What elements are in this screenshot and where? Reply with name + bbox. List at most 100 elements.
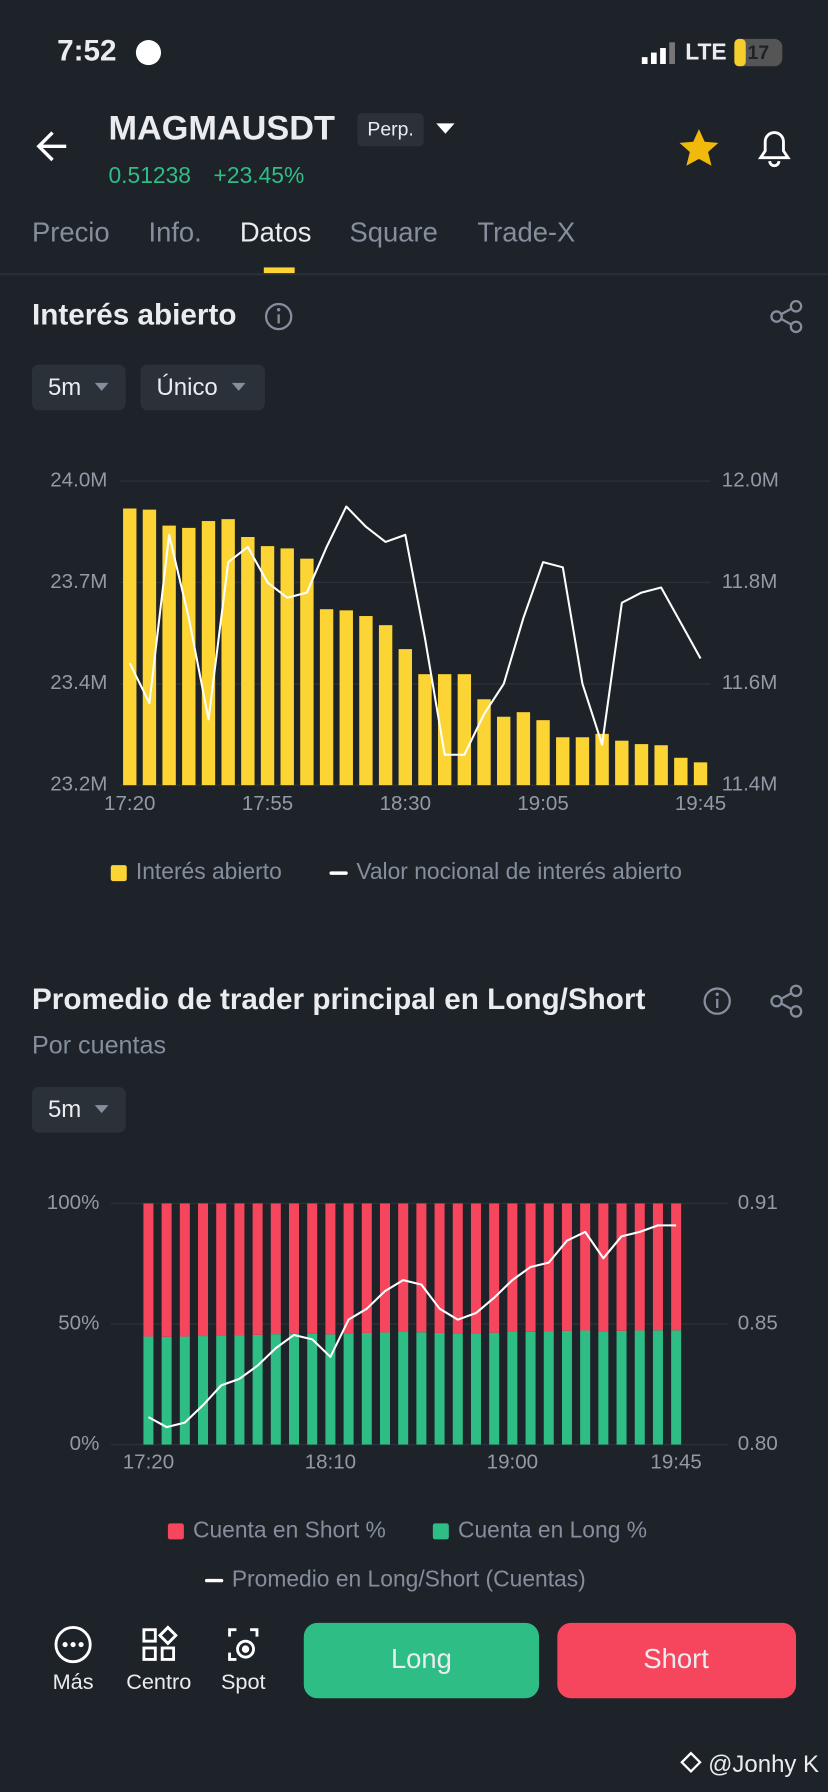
bar-segment (452, 1333, 463, 1445)
bar-segment (216, 1335, 227, 1445)
price-change: +23.45% (214, 162, 305, 188)
bar (457, 674, 472, 786)
y-tick-label: 23.2M (50, 773, 107, 796)
bar-segment (325, 1334, 336, 1445)
legend-label: Valor nocional de interés abierto (356, 858, 682, 884)
bar (359, 616, 373, 786)
tab-indicator (263, 267, 295, 274)
filter-label: Único (156, 374, 217, 401)
bar-segment (434, 1203, 445, 1333)
bar-segment (143, 1203, 154, 1337)
bar-segment (561, 1203, 572, 1331)
bar-segment (198, 1336, 209, 1445)
bar-segment (179, 1336, 190, 1445)
bar (418, 674, 432, 786)
bar-segment (289, 1203, 300, 1334)
battery-icon (734, 38, 783, 67)
filter-chip[interactable] (31, 1086, 126, 1133)
action-label: Spot (221, 1669, 266, 1694)
bar-segment (652, 1330, 663, 1445)
signal-icon (641, 42, 675, 64)
tab[interactable]: Precio (32, 217, 110, 248)
filter-label: 5m (48, 374, 81, 401)
spot-icon[interactable] (228, 1628, 259, 1661)
tab[interactable]: Info. (148, 217, 201, 248)
filter-chip[interactable] (31, 364, 126, 411)
bar-segment (398, 1203, 409, 1332)
y-tick-label: 24.0M (50, 469, 107, 492)
bar (615, 740, 629, 786)
more-icon[interactable] (54, 1625, 92, 1664)
share-icon[interactable] (770, 984, 803, 1018)
badge: Perp. (367, 118, 413, 140)
chip-arrow (94, 382, 109, 391)
bar (693, 762, 708, 786)
tab[interactable]: Trade-X (477, 217, 575, 248)
bar-segment (616, 1330, 627, 1445)
bar (674, 757, 688, 786)
bar-segment (361, 1203, 372, 1333)
long-button[interactable] (303, 1622, 540, 1699)
bar-segment (470, 1203, 481, 1334)
bar-segment (234, 1335, 245, 1445)
x-tick-label: 19:45 (675, 792, 726, 815)
bar-segment (598, 1331, 609, 1445)
symbol-dropdown[interactable] (436, 123, 455, 134)
bar (280, 548, 294, 786)
legend-swatch (110, 865, 127, 882)
legend-swatch (167, 1523, 184, 1540)
bar-segment (379, 1332, 390, 1445)
bar-segment (307, 1333, 318, 1445)
bar-segment (489, 1332, 500, 1445)
badge-bg (357, 113, 424, 147)
bar (634, 744, 649, 786)
action-label: Más (53, 1669, 94, 1694)
bar (260, 546, 275, 786)
bar-segment (634, 1203, 645, 1331)
bar-segment (671, 1330, 682, 1445)
info-icon[interactable] (703, 987, 731, 1015)
info-icon[interactable] (264, 302, 293, 331)
bar (339, 610, 353, 786)
legend-label: Cuenta en Short % (193, 1516, 386, 1542)
legend-label: Interés abierto (136, 858, 282, 884)
bar-segment (361, 1332, 372, 1445)
share-icon[interactable] (770, 300, 803, 334)
bar-segment (434, 1332, 445, 1445)
bar (241, 537, 255, 786)
filter-chip[interactable] (140, 364, 265, 411)
bar (201, 521, 216, 786)
bar-segment (161, 1336, 172, 1445)
bar (162, 525, 176, 786)
bar-segment (289, 1333, 300, 1445)
short-button[interactable] (557, 1622, 797, 1699)
line (128, 505, 702, 756)
y2-tick-label: 11.8M (722, 570, 778, 593)
bar-segment (416, 1203, 427, 1333)
watermark-logo (680, 1751, 702, 1774)
legend-swatch (432, 1523, 449, 1540)
center-icon[interactable] (142, 1625, 178, 1661)
tab[interactable]: Datos (240, 217, 312, 248)
back-button[interactable] (36, 131, 67, 162)
battery-text: 17 (748, 42, 770, 64)
favorite-star[interactable] (679, 129, 719, 166)
y2-tick-label: 0.91 (738, 1191, 778, 1214)
bar (595, 733, 609, 786)
x-tick-label: 17:55 (242, 792, 293, 815)
bar-segment (198, 1203, 209, 1337)
line (147, 1224, 677, 1429)
bar-segment (416, 1332, 427, 1445)
alert-bell[interactable] (757, 131, 791, 168)
bar (300, 558, 314, 786)
tab[interactable]: Square (349, 217, 437, 248)
bar-segment (616, 1203, 627, 1331)
x-tick-label: 19:45 (650, 1450, 701, 1473)
bar (319, 609, 334, 786)
status-network: LTE (685, 39, 726, 65)
chip-arrow (94, 1105, 109, 1114)
y-tick-label: 23.4M (50, 671, 107, 694)
y2-tick-label: 11.6M (722, 671, 778, 694)
legend-label: Promedio en Long/Short (Cuentas) (232, 1566, 586, 1592)
bar-segment (543, 1203, 554, 1332)
